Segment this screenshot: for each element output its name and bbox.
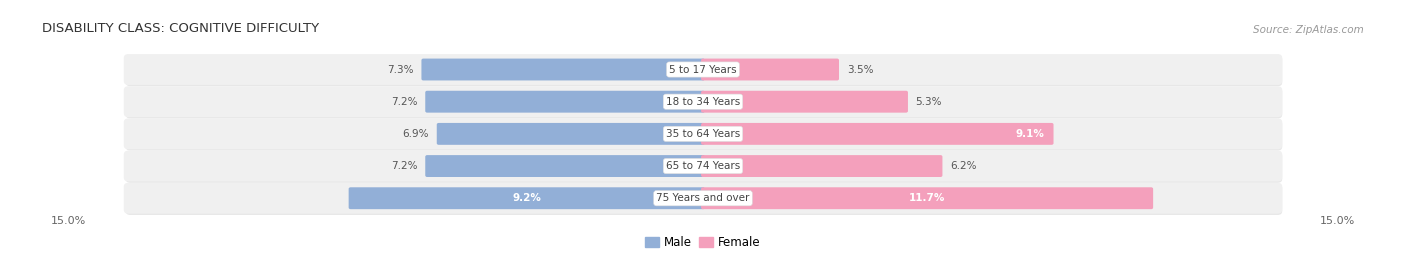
Text: 9.2%: 9.2% <box>512 193 541 203</box>
Text: 7.2%: 7.2% <box>391 161 418 171</box>
FancyBboxPatch shape <box>124 86 1282 117</box>
FancyBboxPatch shape <box>125 55 1282 86</box>
FancyBboxPatch shape <box>124 151 1282 181</box>
Text: 5 to 17 Years: 5 to 17 Years <box>669 65 737 75</box>
FancyBboxPatch shape <box>125 120 1282 151</box>
FancyBboxPatch shape <box>425 155 704 177</box>
Text: 3.5%: 3.5% <box>846 65 873 75</box>
FancyBboxPatch shape <box>702 59 839 80</box>
FancyBboxPatch shape <box>702 187 1153 209</box>
Text: 7.2%: 7.2% <box>391 97 418 107</box>
Text: Source: ZipAtlas.com: Source: ZipAtlas.com <box>1253 25 1364 35</box>
FancyBboxPatch shape <box>422 59 704 80</box>
Text: 6.2%: 6.2% <box>950 161 977 171</box>
Text: 75 Years and over: 75 Years and over <box>657 193 749 203</box>
FancyBboxPatch shape <box>702 155 942 177</box>
FancyBboxPatch shape <box>125 87 1282 119</box>
FancyBboxPatch shape <box>124 183 1282 214</box>
Text: 5.3%: 5.3% <box>915 97 942 107</box>
Text: 11.7%: 11.7% <box>908 193 945 203</box>
Text: DISABILITY CLASS: COGNITIVE DIFFICULTY: DISABILITY CLASS: COGNITIVE DIFFICULTY <box>42 22 319 35</box>
Text: 35 to 64 Years: 35 to 64 Years <box>666 129 740 139</box>
Text: 9.1%: 9.1% <box>1015 129 1043 139</box>
Text: 65 to 74 Years: 65 to 74 Years <box>666 161 740 171</box>
Text: 7.3%: 7.3% <box>387 65 413 75</box>
FancyBboxPatch shape <box>702 123 1053 145</box>
FancyBboxPatch shape <box>125 152 1282 183</box>
FancyBboxPatch shape <box>437 123 704 145</box>
FancyBboxPatch shape <box>702 91 908 113</box>
Text: 15.0%: 15.0% <box>1320 216 1355 226</box>
FancyBboxPatch shape <box>125 184 1282 215</box>
FancyBboxPatch shape <box>425 91 704 113</box>
FancyBboxPatch shape <box>124 119 1282 149</box>
Legend: Male, Female: Male, Female <box>641 231 765 254</box>
Text: 6.9%: 6.9% <box>402 129 429 139</box>
FancyBboxPatch shape <box>124 54 1282 85</box>
Text: 18 to 34 Years: 18 to 34 Years <box>666 97 740 107</box>
Text: 15.0%: 15.0% <box>51 216 86 226</box>
FancyBboxPatch shape <box>349 187 704 209</box>
